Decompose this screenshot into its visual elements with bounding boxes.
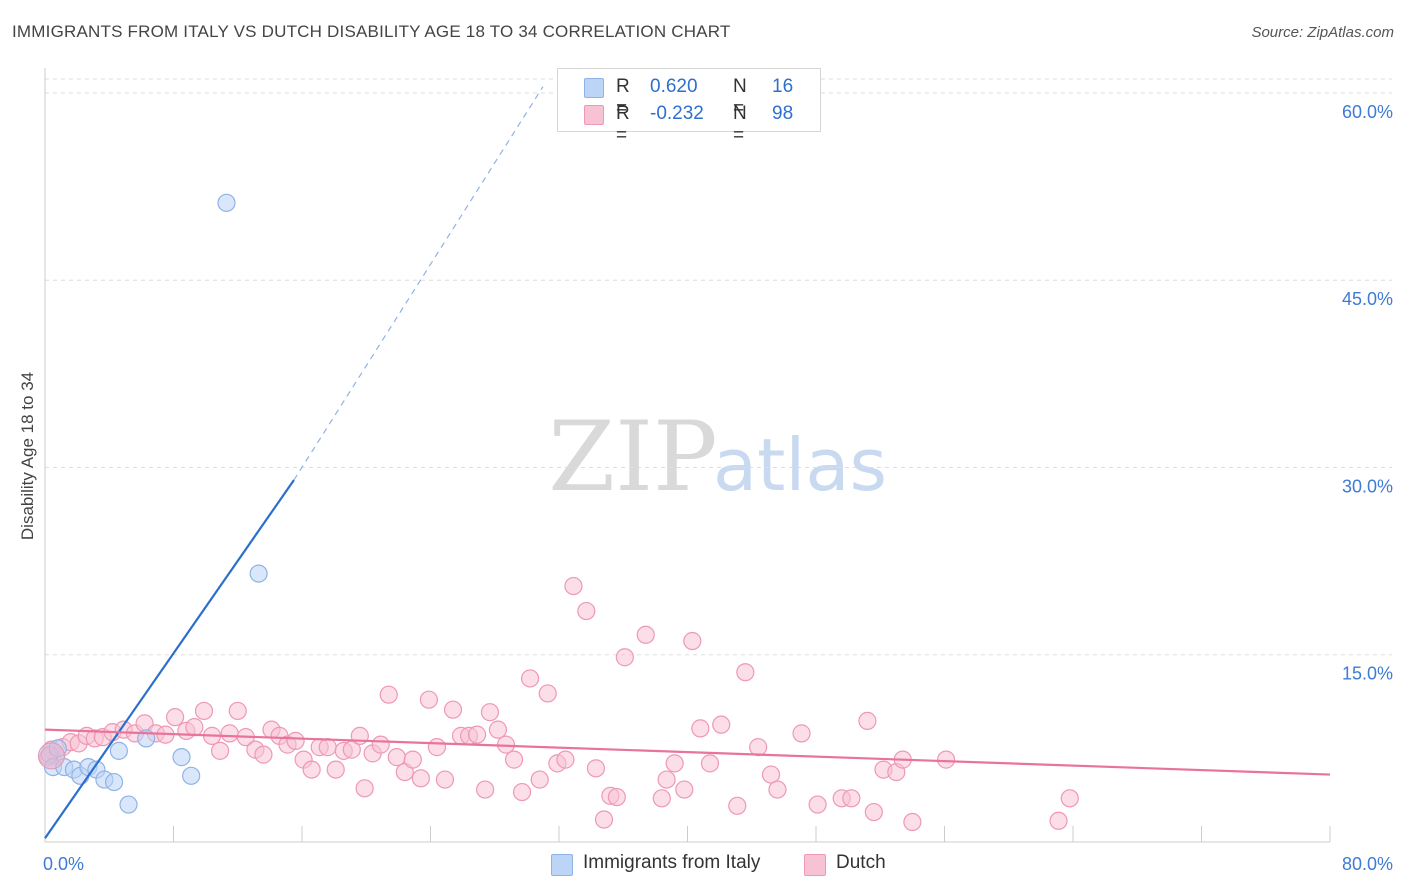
dutch-point xyxy=(615,648,634,667)
dutch-point xyxy=(185,718,204,737)
italy-point xyxy=(109,741,128,760)
dutch-point xyxy=(858,711,877,731)
dutch-point xyxy=(355,779,374,798)
dutch-point xyxy=(520,669,540,688)
chart-source: Source: ZipAtlas.com xyxy=(1251,24,1394,41)
dutch-point xyxy=(577,601,596,621)
dutch-point xyxy=(749,738,768,757)
dutch-trendline xyxy=(44,728,1331,776)
dutch-point xyxy=(683,631,702,651)
italy-point xyxy=(172,748,191,767)
dutch-point xyxy=(761,765,781,784)
dutch-point xyxy=(371,735,390,754)
dutch-point xyxy=(564,576,583,596)
dutch-point xyxy=(318,738,337,757)
dutch-point xyxy=(792,724,811,743)
x-tick-label: 0.0% xyxy=(43,854,84,874)
dutch-point xyxy=(675,780,694,799)
dutch-point xyxy=(1060,789,1079,808)
dutch-legend-label: Dutch xyxy=(836,852,886,873)
dutch-point xyxy=(210,741,230,760)
dutch-point xyxy=(467,725,487,744)
dutch-point xyxy=(864,802,883,822)
dutch-point xyxy=(700,754,720,773)
dutch-point xyxy=(254,745,273,764)
y-tick-label: 60.0% xyxy=(1342,102,1393,122)
legend-n-label: N = xyxy=(733,76,747,119)
italy-point xyxy=(119,795,138,814)
dutch-point xyxy=(636,625,655,644)
y-tick-label: 15.0% xyxy=(1342,664,1393,684)
legend-r-value: 0.620 xyxy=(650,76,698,97)
dutch-point xyxy=(512,782,532,802)
dutch-legend-swatch xyxy=(804,854,826,876)
y-tick-label: 45.0% xyxy=(1342,289,1393,309)
dutch-point xyxy=(594,810,614,829)
italy-point xyxy=(249,564,268,583)
italy-trendline xyxy=(44,479,295,839)
dutch-point xyxy=(712,715,731,734)
dutch-point xyxy=(443,700,463,719)
dutch-point xyxy=(728,796,747,815)
dutch-point xyxy=(220,724,239,743)
dutch-point xyxy=(691,719,710,738)
dutch-point xyxy=(504,750,524,769)
legend-n-value: 98 xyxy=(772,103,794,124)
dutch-point xyxy=(194,701,214,721)
dutch-point xyxy=(768,780,787,799)
dutch-points xyxy=(39,576,1079,832)
dutch-point xyxy=(657,770,676,789)
dutch-point xyxy=(665,754,684,773)
watermark-atlas: atlas xyxy=(713,423,887,507)
dutch-point xyxy=(586,759,606,778)
dutch-point xyxy=(419,690,438,709)
legend-n-label: N = xyxy=(733,103,747,146)
dutch-point xyxy=(556,750,575,769)
dutch-point xyxy=(228,701,247,721)
dutch-point xyxy=(937,750,956,769)
dutch-point xyxy=(736,663,755,682)
x-tick-label: 80.0% xyxy=(1342,854,1393,874)
italy-trendline-extension xyxy=(293,86,544,481)
dutch-point xyxy=(530,770,549,789)
dutch-point xyxy=(302,760,321,779)
correlation-legend: R = 0.620 N = 16 R = -0.232 N = 98 xyxy=(557,68,821,146)
italy-legend-swatch xyxy=(551,854,573,876)
italy-point xyxy=(182,766,201,785)
cluster-point xyxy=(37,742,65,770)
italy-points xyxy=(40,193,268,814)
legend-n-value: 16 xyxy=(772,76,794,97)
legend-r-label: R = xyxy=(616,103,630,146)
italy-point xyxy=(104,772,124,792)
watermark-zip: ZIP xyxy=(548,401,717,513)
dutch-point xyxy=(403,750,422,769)
dutch-point xyxy=(387,748,406,767)
dutch-point xyxy=(488,720,508,739)
italy-swatch xyxy=(584,78,604,98)
dutch-point xyxy=(411,769,430,788)
dutch-point xyxy=(652,789,671,808)
dutch-point xyxy=(435,770,455,789)
dutch-point xyxy=(480,703,500,722)
italy-legend-label: Immigrants from Italy xyxy=(583,852,761,873)
chart-title: IMMIGRANTS FROM ITALY VS DUTCH DISABILIT… xyxy=(12,22,731,41)
y-tick-label: 30.0% xyxy=(1342,476,1393,496)
dutch-swatch xyxy=(584,105,604,125)
dutch-point xyxy=(427,738,447,757)
legend-r-value: -0.232 xyxy=(650,103,704,124)
dutch-point xyxy=(903,812,922,832)
dutch-point xyxy=(607,787,626,807)
dutch-point xyxy=(808,795,827,814)
italy-point xyxy=(217,193,236,212)
dutch-point xyxy=(286,731,305,750)
dutch-point xyxy=(842,789,861,808)
dutch-point xyxy=(538,684,557,703)
dutch-point xyxy=(326,760,345,779)
dutch-point xyxy=(166,708,185,727)
dutch-point xyxy=(476,780,495,799)
dutch-point xyxy=(1049,811,1068,830)
legend-r-label: R = xyxy=(616,76,630,119)
dutch-point xyxy=(379,685,398,704)
